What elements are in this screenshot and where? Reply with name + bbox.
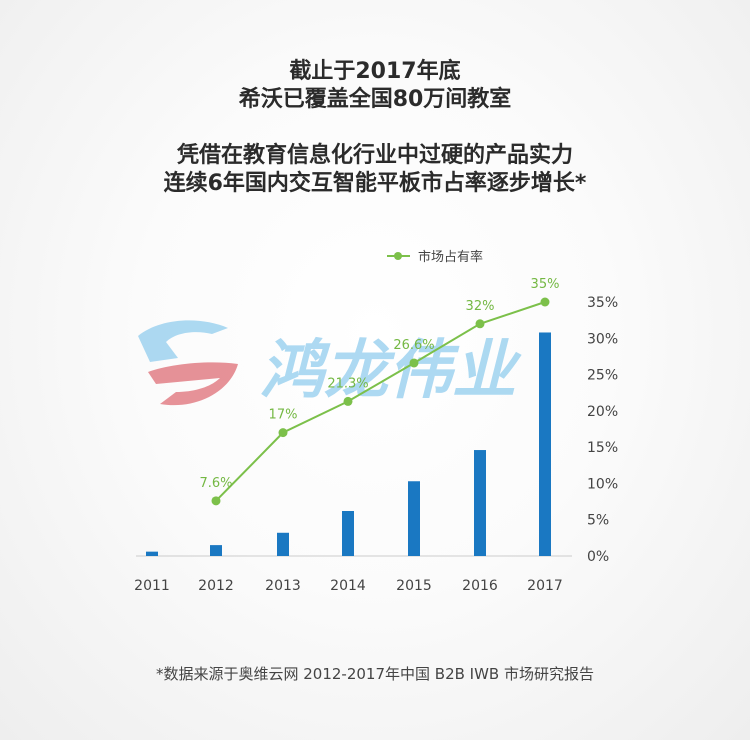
line-label-2012: 7.6% [199,476,232,491]
y-tick-label-25: 25% [587,368,618,384]
x-axis-ticks: 2011 2012 2013 2014 2015 2016 2017 [134,578,563,594]
watermark-text: 鸿龙伟业 [260,334,522,408]
line-label-2014: 21.3% [327,376,368,391]
y-tick-label-15: 15% [587,440,618,456]
y-tick-label-20: 20% [587,404,618,420]
x-tick-label-2016: 2016 [462,578,498,594]
y-tick-label-30: 30% [587,331,618,347]
line-point-2016 [475,319,485,329]
headline-line-3: 凭借在教育信息化行业中过硬的产品实力 [176,143,573,168]
x-tick-label-2013: 2013 [265,578,301,594]
bar-2014 [342,511,354,556]
headline-line-4: 连续6年国内交互智能平板市占率逐步增长* [163,171,587,196]
y-axis-ticks: 0% 5% 10% 15% 20% 25% 30% 35% [587,295,618,565]
line-label-2017: 35% [531,277,560,292]
bar-2013 [277,532,289,556]
x-tick-label-2017: 2017 [527,578,563,594]
headline-line-1: 截止于2017年底 [289,59,461,84]
market-share-line [215,301,546,502]
bar-2011 [146,551,158,556]
x-tick-label-2011: 2011 [134,578,170,594]
y-tick-label-35: 35% [587,295,618,311]
bars-layer [146,332,551,556]
source-footnote: *数据来源于奥维云网 2012-2017年中国 B2B IWB 市场研究报告 [155,665,594,683]
legend: 市场占有率 [387,249,483,265]
legend-marker [394,252,402,260]
line-label-2016: 32% [466,299,495,314]
line-point-2013 [278,428,288,438]
line-label-2013: 17% [269,408,298,423]
bar-2015 [408,481,420,556]
x-tick-label-2012: 2012 [198,578,234,594]
legend-label: 市场占有率 [418,249,483,265]
line-point-2017 [540,297,550,307]
line-layer: 7.6% 17% 21.3% 26.6% 32% 35% [199,277,560,506]
line-point-2015 [409,358,419,368]
line-point-2012 [211,496,221,506]
headline-line-2: 希沃已覆盖全国80万间教室 [238,87,512,112]
x-tick-label-2014: 2014 [330,578,366,594]
x-tick-label-2015: 2015 [396,578,432,594]
bar-2017 [539,332,551,556]
y-tick-label-10: 10% [587,476,618,492]
y-tick-label-5: 5% [587,513,609,529]
bar-2016 [474,450,486,556]
watermark-swoosh-blue [138,320,228,362]
y-tick-label-0: 0% [587,549,609,565]
watermark-logo: 鸿龙伟业 [138,320,522,408]
line-point-2014 [343,396,353,406]
watermark-swoosh-red [148,362,238,406]
bar-2012 [210,545,222,556]
line-label-2015: 26.6% [393,338,434,353]
